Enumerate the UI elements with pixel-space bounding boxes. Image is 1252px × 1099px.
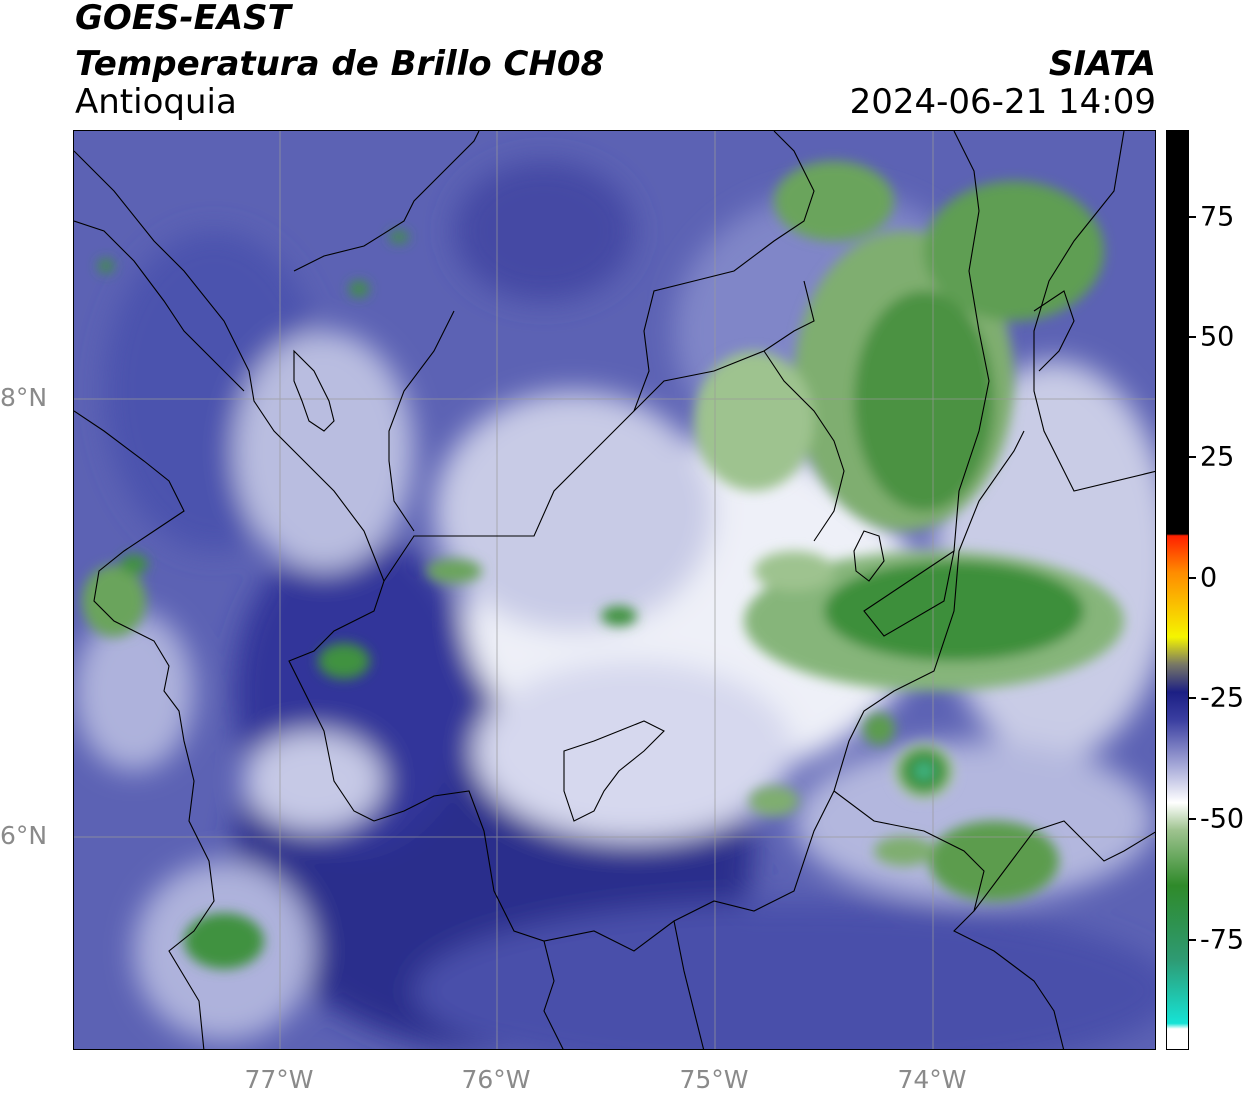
cbar-label-25: 25 [1200, 441, 1235, 473]
bolivar-border [763, 350, 845, 542]
product-title: Temperatura de Brillo CH08 [75, 44, 605, 84]
map-canvas [74, 131, 1155, 1049]
lat-label-8n: 8°N [0, 383, 48, 412]
gulf-outline [293, 349, 335, 432]
panama-border [74, 220, 245, 392]
cbar-tick-50 [1189, 336, 1196, 338]
borders [74, 131, 1155, 1049]
datetime-label: 2024-06-21 14:09 [849, 82, 1156, 122]
convective-clouds [82, 161, 1124, 969]
cbar-tick-minus25 [1189, 697, 1196, 699]
caldas-border [543, 940, 564, 1049]
magdalena-river [953, 131, 990, 552]
sucre-border [633, 131, 815, 412]
lon-label-74w: 74°W [897, 1065, 967, 1094]
small-munis [563, 720, 665, 822]
triangle-border [863, 549, 955, 637]
coastline-caribbean [293, 131, 480, 272]
coastline-uraba [74, 150, 385, 822]
lat-label-6n: 6°N [0, 821, 48, 850]
tolima-border [673, 920, 705, 1049]
cbar-label-minus50: -50 [1200, 803, 1245, 835]
cbar-tick-0 [1189, 577, 1196, 579]
santander-border [1033, 131, 1155, 492]
cbar-tick-minus50 [1189, 818, 1196, 820]
cbar-label-minus25: -25 [1200, 682, 1245, 714]
satellite-title: GOES-EAST [75, 0, 291, 38]
coastline-pacific [74, 410, 215, 1049]
cbar-label-50: 50 [1200, 321, 1235, 353]
colorbar-gradient [1167, 131, 1188, 1049]
graticule [74, 131, 1155, 1049]
cbar-tick-25 [1189, 456, 1196, 458]
cundinamarca-border [973, 820, 1155, 912]
brightness-temperature-map [73, 130, 1156, 1050]
cordoba-west-border [388, 310, 455, 532]
cbar-tick-75 [1189, 216, 1196, 218]
colorbar-fill [1167, 131, 1188, 1049]
cbar-label-0: 0 [1200, 562, 1218, 594]
lon-label-76w: 76°W [461, 1065, 531, 1094]
cbar-tick-minus75 [1189, 939, 1196, 941]
organization-label: SIATA [1048, 44, 1156, 84]
antioquia-border [373, 430, 1025, 952]
lon-label-75w: 75°W [679, 1065, 749, 1094]
cbar-label-minus75: -75 [1200, 924, 1245, 956]
lon-label-77w: 77°W [244, 1065, 314, 1094]
cesar-border [1033, 290, 1075, 372]
region-subtitle: Antioquia [75, 82, 237, 122]
cbar-label-75: 75 [1200, 201, 1235, 233]
lake-outline [853, 530, 885, 582]
temperature-colorbar [1166, 130, 1189, 1050]
